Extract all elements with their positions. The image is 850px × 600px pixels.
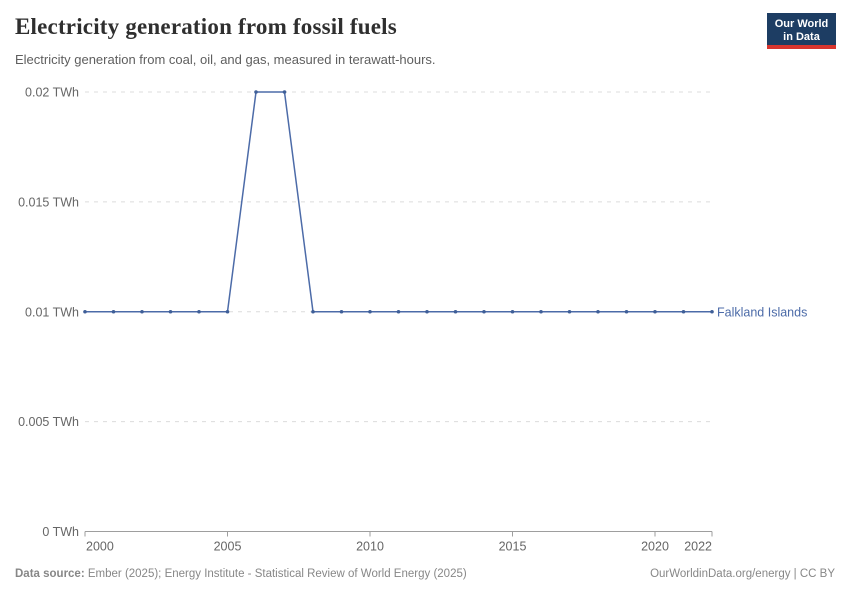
series-point-marker[interactable]: [482, 309, 486, 314]
series-entity-label[interactable]: Falkland Islands: [717, 305, 807, 319]
series-point-marker[interactable]: [539, 309, 543, 314]
series-point-marker[interactable]: [168, 309, 173, 314]
series-point-marker[interactable]: [425, 309, 429, 314]
series-point-marker[interactable]: [681, 309, 686, 314]
series-point-marker[interactable]: [83, 309, 87, 314]
x-axis-tick-label: 2010: [356, 540, 384, 554]
x-axis-tick-label: 2005: [214, 540, 242, 554]
y-axis-tick-label: 0.005 TWh: [18, 415, 79, 429]
series-point-marker[interactable]: [510, 309, 515, 314]
x-axis-tick-label: 2000: [86, 540, 114, 554]
owid-logo-line2: in Data: [783, 31, 820, 43]
series-point-marker[interactable]: [339, 309, 344, 314]
y-axis-tick-label: 0 TWh: [42, 525, 79, 539]
owid-logo[interactable]: Our World in Data: [767, 13, 836, 49]
y-axis-tick-label: 0.02 TWh: [25, 86, 79, 100]
y-axis-tick-label: 0.01 TWh: [25, 305, 79, 319]
series-point-marker[interactable]: [453, 309, 458, 314]
series-point-marker[interactable]: [596, 309, 600, 314]
series-point-marker[interactable]: [710, 309, 714, 314]
series-point-marker[interactable]: [653, 309, 657, 314]
footer-license-link[interactable]: OurWorldinData.org/energy | CC BY: [650, 568, 835, 580]
data-source-label: Data source:: [15, 568, 85, 580]
x-axis-tick-label: 2015: [499, 540, 527, 554]
owid-logo-line1: Our World: [774, 18, 829, 30]
series-point-marker[interactable]: [225, 309, 230, 314]
x-axis-tick-label: 2022: [684, 540, 712, 554]
series-point-marker[interactable]: [282, 90, 287, 94]
chart-subtitle: Electricity generation from coal, oil, a…: [15, 52, 436, 67]
series-point-marker[interactable]: [311, 309, 315, 314]
series-point-marker[interactable]: [396, 309, 401, 314]
series-point-marker[interactable]: [111, 309, 116, 314]
data-source-text: Ember (2025); Energy Institute - Statist…: [87, 568, 467, 580]
chart-footer: Data source: Ember (2025); Energy Instit…: [15, 568, 835, 580]
series-point-marker[interactable]: [624, 309, 629, 314]
series-point-marker[interactable]: [254, 90, 258, 94]
series-point-marker[interactable]: [140, 309, 144, 314]
series-point-marker[interactable]: [567, 309, 572, 314]
data-source: Data source: Ember (2025); Energy Instit…: [15, 568, 467, 580]
x-axis-tick-label: 2020: [641, 540, 669, 554]
series-point-marker[interactable]: [368, 309, 372, 314]
y-axis-tick-label: 0.015 TWh: [18, 195, 79, 209]
page-title: Electricity generation from fossil fuels: [15, 14, 397, 39]
series-point-marker[interactable]: [197, 309, 201, 314]
